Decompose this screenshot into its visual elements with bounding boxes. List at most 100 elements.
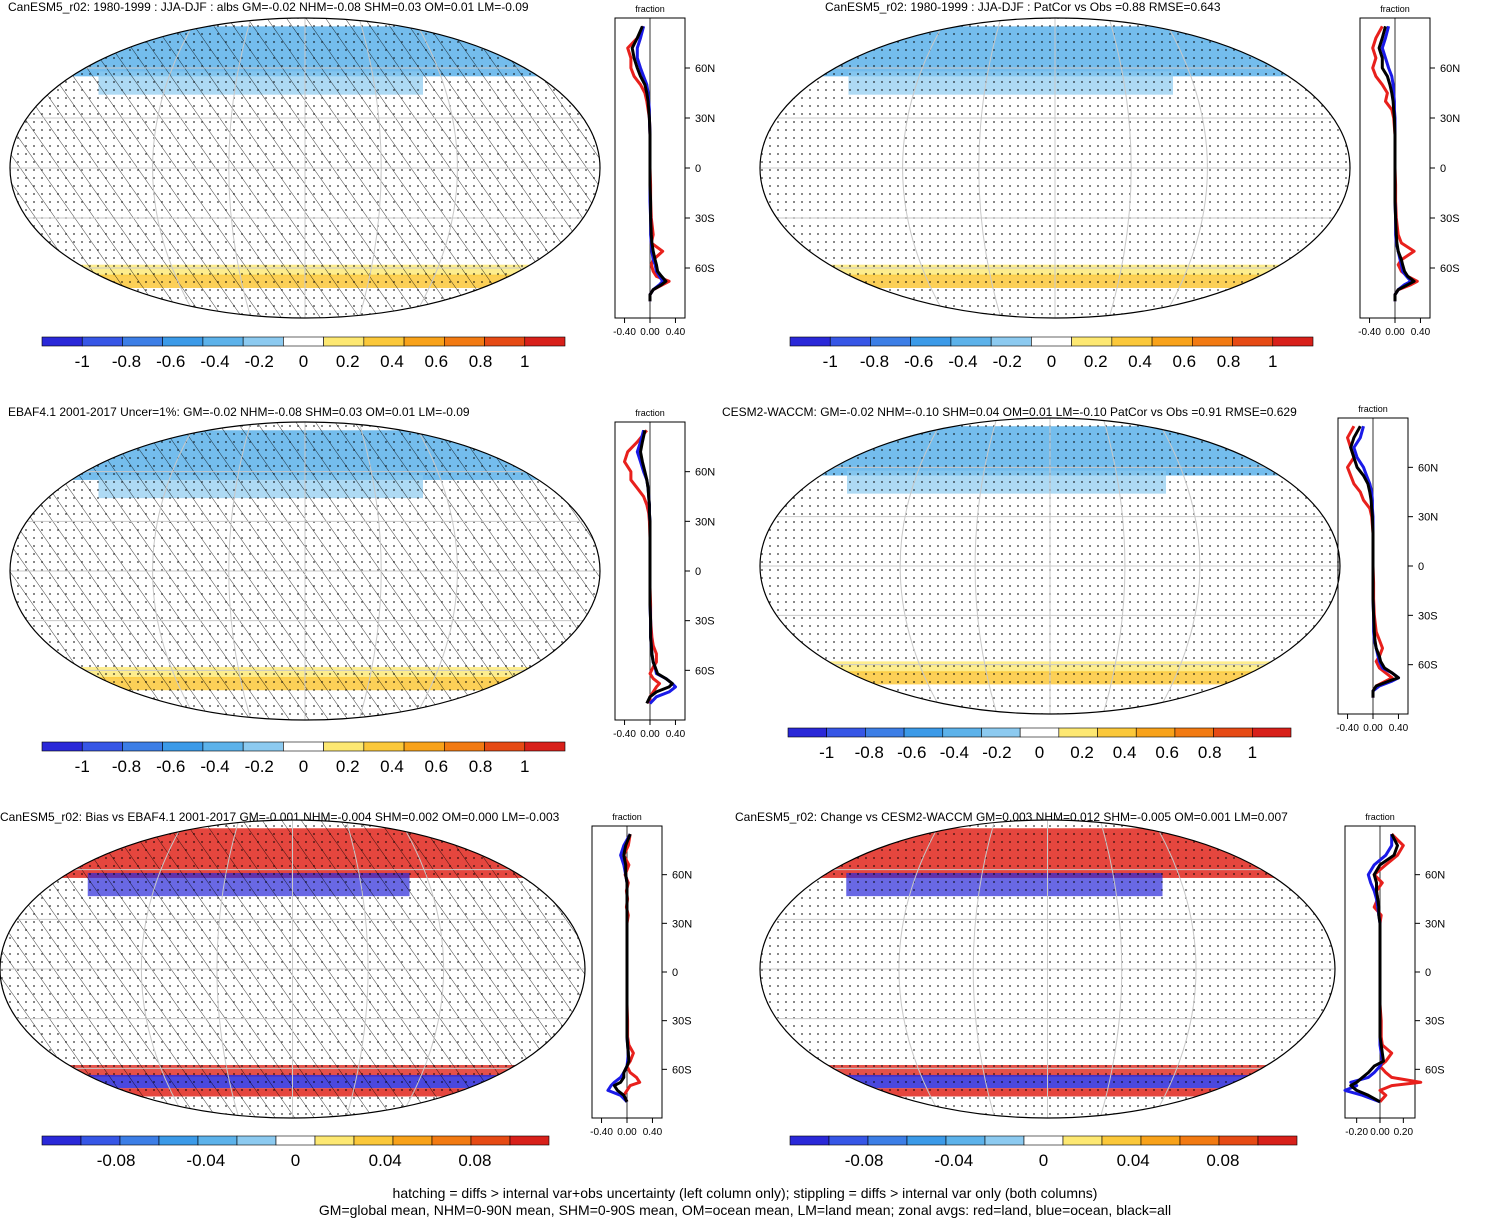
zonal-line-all [630,25,668,302]
colorbar-label: -0.8 [855,743,884,762]
zonal-xlabel: 0.40 [643,1127,663,1138]
map-border [9,421,601,721]
zonal-line-land [626,25,671,302]
zonal-ylabel: 0 [1440,163,1446,175]
zonal-ylabel: 30S [1418,610,1438,622]
colorbar-box [197,1135,238,1146]
zonal-ylabel: 30S [1440,213,1460,225]
colorbar-label: -0.04 [934,1151,973,1170]
zonal-ylabel: 0 [695,163,701,175]
graticule-lon [974,418,998,714]
colorbar-box [524,336,566,347]
colorbar-box [122,741,163,752]
colorbar-box [1192,336,1233,347]
zonal-xlabel: 0.00 [640,327,660,338]
panel-title: EBAF4.1 2001-2017 Uncer=1%: GM=-0.02 NHM… [8,405,470,419]
colorbar-box [829,336,871,347]
zonal-ylabel: 60N [1425,870,1445,882]
colorbar-label: 0.04 [369,1151,402,1170]
colorbar-box [509,1135,550,1146]
zonal-ylabel: 60S [1440,263,1460,275]
zonal-ylabel: 30N [672,918,692,930]
colorbar-box [202,336,244,347]
zonal-ylabel: 0 [695,566,701,578]
colorbar-label: -0.04 [186,1151,225,1170]
colorbar-label: -0.8 [860,352,889,371]
zonal-ylabel: 30S [695,616,715,628]
zonal-line-all [1349,425,1400,698]
colorbar-box [1174,727,1214,738]
zonal-ylabel: 60N [672,870,692,882]
colorbar-label: 0 [291,1151,300,1170]
zonal-line-all [1349,833,1399,1104]
zonal-profile: 60N 30N 0 30S 60S -0.20 0.00 0.20 fraction [1343,812,1445,1138]
colorbar-box [403,741,445,752]
colorbar-box [242,336,284,347]
colorbar-box [392,1135,433,1146]
colorbar-label: -0.6 [156,757,185,776]
zonal-ylabel: 60S [695,263,715,275]
colorbar-box [122,336,163,347]
zonal-xlabel: 0.40 [666,327,686,338]
colorbar-box [524,741,566,752]
colorbar-label: -0.4 [200,352,229,371]
colorbar-label: 1 [1268,352,1277,371]
colorbar-label: 0.2 [1084,352,1108,371]
colorbar-label: -0.6 [897,743,926,762]
colorbar-box [119,1135,160,1146]
colorbar-label: 0.2 [336,352,360,371]
colorbar-label: 0.6 [424,757,448,776]
colorbar-box [870,336,911,347]
colorbar-box [353,1135,394,1146]
zonal-ylabel: 0 [1418,561,1424,573]
colorbar-box [1257,1135,1298,1146]
colorbar-box [1272,336,1314,347]
colorbar-box [484,336,526,347]
panel-title: CanESM5_r02: Bias vs EBAF4.1 2001-2017 G… [0,810,560,824]
panel-title: CanESM5_r02: 1980-1999 : JJA-DJF : albs … [8,0,529,14]
zonal-profile: 60N 30N 0 30S 60S -0.40 0.00 0.40 fraction [1358,4,1460,338]
colorbar-box [444,336,485,347]
map-border [759,819,1336,1119]
colorbar-box [283,741,324,752]
zonal-xlabel: 0.00 [1363,723,1383,734]
graticule-lon [345,820,369,1118]
colorbar-box [865,727,905,738]
colorbar-label: -1 [823,352,838,371]
colorbar-box [431,1135,472,1146]
figure-canvas: 60N 30N 0 30S 60S -0.4 0 0.00 0.40 fraction -1 -0.8… [0,4,1460,1170]
colorbar-label: -1 [75,352,90,371]
colorbar-box [470,1135,511,1146]
colorbar-label: -0.6 [156,352,185,371]
colorbar-box [942,727,982,738]
graticule-lon [899,418,945,714]
zonal-profile: 60N 30N 0 30S 60S -0.40 0.00 0.40 fraction [590,812,692,1138]
map-area [10,18,600,318]
colorbar-box [202,741,244,752]
colorbar-label: 0.04 [1117,1151,1150,1170]
colorbar-box [81,336,123,347]
colorbar-box [1071,336,1113,347]
zonal-line-ocean [1380,25,1413,302]
colorbar-label: 1 [520,757,529,776]
zonal-axis-title: fraction [635,4,665,14]
colorbar-label: 0.8 [1217,352,1241,371]
colorbar-label: -0.2 [993,352,1022,371]
graticule-lon [902,18,948,318]
graticule-lon [152,18,198,318]
map-border [759,17,1351,319]
colorbar-box [1135,727,1176,738]
graticule-lon [152,422,198,720]
colorbar-label: 0.8 [469,757,493,776]
zonal-line-all [639,429,674,705]
colorbar-box [789,1135,830,1146]
colorbar-box [787,727,827,738]
zonal-ylabel: 60S [695,665,715,677]
colorbar-label: -0.2 [245,757,274,776]
colorbar-box [444,741,485,752]
colorbar-label: 0 [299,757,308,776]
colorbar-label: 1 [520,352,529,371]
graticule-lon [216,820,240,1118]
